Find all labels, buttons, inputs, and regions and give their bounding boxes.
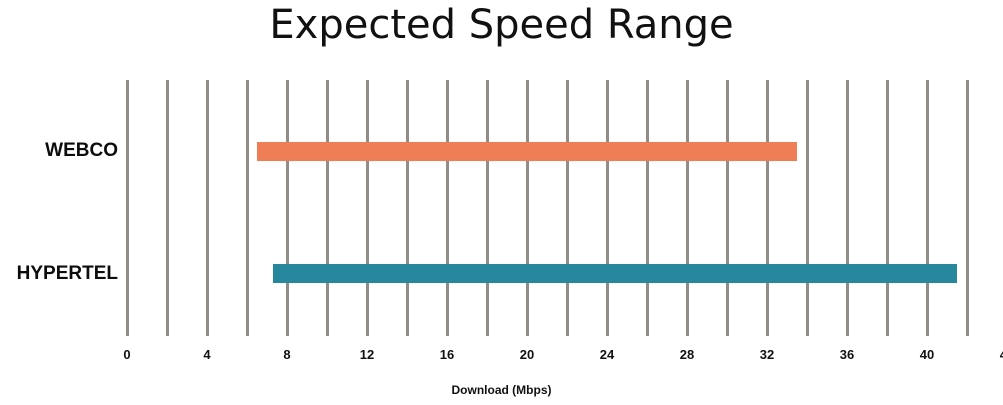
gridline <box>526 80 529 336</box>
gridline <box>646 80 649 336</box>
gridline <box>446 80 449 336</box>
category-label-webco: WEBCO <box>45 140 118 161</box>
gridline <box>846 80 849 336</box>
gridline <box>126 80 129 336</box>
plot-area <box>126 80 1003 336</box>
x-tick-label: 16 <box>439 347 455 362</box>
gridline <box>686 80 689 336</box>
category-axis: WEBCO HYPERTEL <box>0 0 118 405</box>
gridline <box>766 80 769 336</box>
gridline <box>566 80 569 336</box>
x-tick-label: 4 <box>203 347 211 362</box>
chart-title: Expected Speed Range <box>269 2 734 48</box>
x-axis-title: Download (Mbps) <box>451 383 552 397</box>
gridline <box>966 80 969 336</box>
gridline <box>926 80 929 336</box>
gridline <box>606 80 609 336</box>
x-tick-label: 8 <box>283 347 291 362</box>
x-tick-label: 20 <box>519 347 535 362</box>
x-tick-label: 40 <box>919 347 935 362</box>
x-tick-label: 12 <box>359 347 375 362</box>
range-bar-hypertel[interactable] <box>273 264 957 283</box>
gridline <box>326 80 329 336</box>
x-tick-label: 24 <box>599 347 615 362</box>
x-tick-label: 28 <box>679 347 695 362</box>
gridline <box>286 80 289 336</box>
x-tick-label: 0 <box>123 347 131 362</box>
gridline <box>406 80 409 336</box>
gridline <box>366 80 369 336</box>
x-tick-label: 32 <box>759 347 775 362</box>
category-label-hypertel: HYPERTEL <box>16 263 118 284</box>
x-tick-label: 36 <box>839 347 855 362</box>
x-tick-label: 44 <box>1000 347 1003 362</box>
gridline <box>806 80 809 336</box>
gridline <box>206 80 209 336</box>
gridline <box>166 80 169 336</box>
range-bar-webco[interactable] <box>257 142 797 161</box>
gridline <box>246 80 249 336</box>
gridline <box>486 80 489 336</box>
gridline <box>726 80 729 336</box>
gridline <box>886 80 889 336</box>
